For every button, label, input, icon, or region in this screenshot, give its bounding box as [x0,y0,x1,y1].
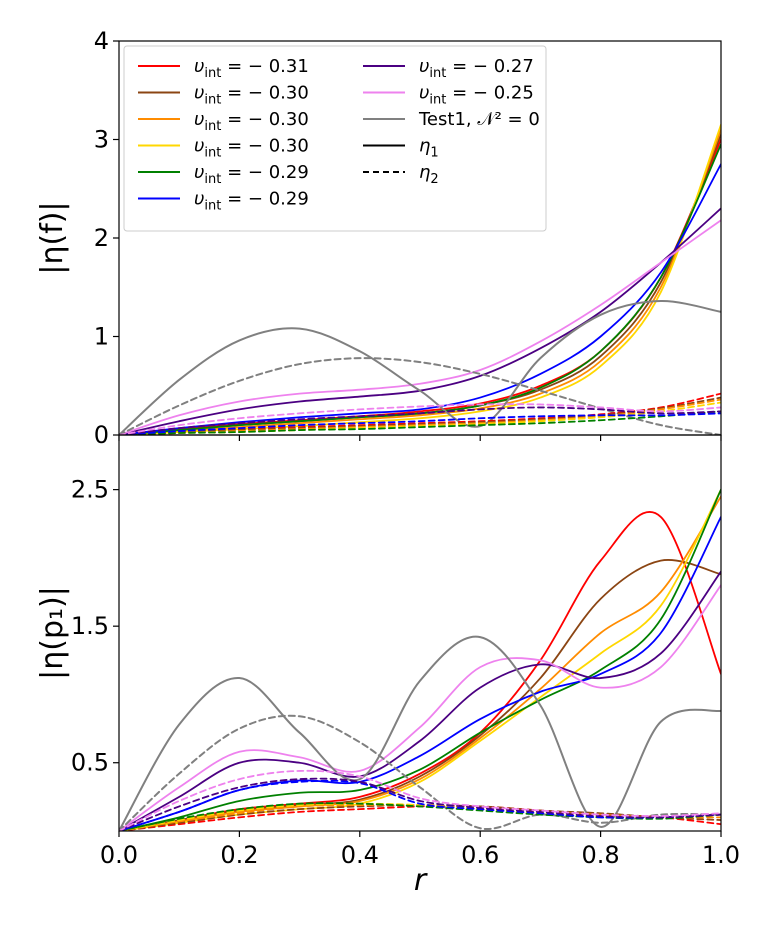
bottom-series-line-8 [119,635,721,831]
legend-label-s029a: υint = − 0.29 [194,162,309,187]
bottom-series-line-6 [119,570,721,831]
bottom-y-tick-label: 0.5 [71,749,109,777]
top-y-axis-label: |η(f)| [35,201,70,274]
bottom-y-ticks: 0.5 1.5 2.5 [71,476,119,777]
x-axis-label: r [414,863,428,898]
top-series-group [119,123,721,435]
top-y-ticks: 0 1 2 3 4 [94,27,119,449]
top-series-line-9 [119,357,721,435]
legend-label-test1: Test1, 𝒩² = 0 [418,109,540,130]
top-series-line-6 [119,207,721,435]
bottom-y-axis-label: |η(p₁)| [35,586,70,680]
top-series-line-8 [119,300,721,435]
bottom-y-tick-label: 1.5 [71,612,109,640]
legend-label-eta1: η1 [419,136,439,161]
x-tick-label: 0.6 [461,841,499,869]
top-y-tick-label: 0 [94,421,109,449]
top-series-line-16 [119,406,721,435]
legend-label-s030c: υint = − 0.30 [194,136,309,161]
top-series-line-14 [119,410,721,435]
bottom-series-line-4 [119,488,721,831]
bottom-x-ticks: 0.0 0.2 0.4 0.6 0.8 1.0 [100,831,740,869]
top-series-line-11 [119,396,721,435]
bottom-series-line-2 [119,495,721,831]
bottom-series-line-16 [119,777,721,831]
x-tick-label: 0.8 [582,841,620,869]
legend-label-s030b: υint = − 0.30 [194,109,309,134]
legend-label-s027: υint = − 0.27 [419,56,534,81]
bottom-series-group [119,488,721,831]
bottom-panel: 0.5 1.5 2.5 0.0 0.2 0.4 0.6 0.8 1.0 |η(p₁)| r [35,434,740,898]
top-series-line-7 [119,219,721,435]
bottom-series-line-15 [119,779,721,831]
bottom-axes-frame [118,434,722,832]
bottom-series-line-17 [119,769,721,831]
bottom-series-line-9 [119,714,721,831]
top-series-line-15 [119,412,721,435]
top-y-tick-label: 3 [94,126,109,154]
top-series-line-17 [119,403,721,435]
x-tick-label: 1.0 [702,841,740,869]
legend-label-s030a: υint = − 0.30 [194,83,309,108]
top-y-tick-label: 1 [94,323,109,351]
x-tick-label: 0.0 [100,841,138,869]
legend-label-s025: υint = − 0.25 [419,83,534,108]
top-y-tick-label: 2 [94,224,109,252]
bottom-series-line-7 [119,584,721,831]
top-y-tick-label: 4 [94,27,109,55]
legend-label-s031: υint = − 0.31 [194,56,309,81]
bottom-y-tick-label: 2.5 [71,476,109,504]
x-tick-label: 0.2 [220,841,258,869]
legend-frame [123,45,547,232]
x-tick-label: 0.4 [341,841,379,869]
legend-label-s029b: υint = − 0.29 [194,189,309,214]
legend-label-eta2: η2 [419,162,439,187]
